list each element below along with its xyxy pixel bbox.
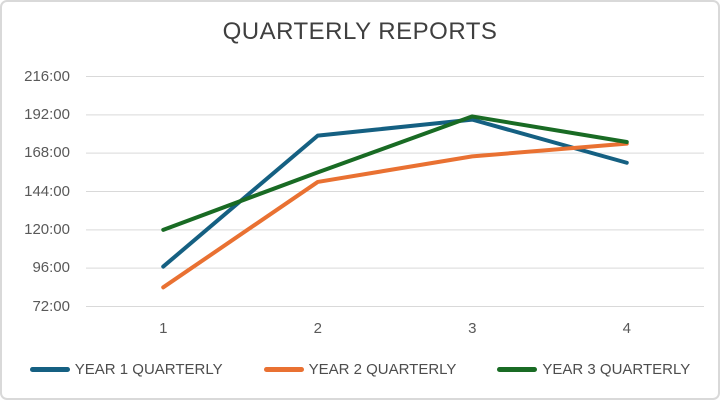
legend-label: YEAR 1 QUARTERLY <box>74 361 223 378</box>
series-line-year-3-quarterly <box>161 114 629 232</box>
y-tick-label: 144:00 <box>24 182 70 200</box>
legend-label: YEAR 3 QUARTERLY <box>542 361 691 378</box>
legend-label: YEAR 2 QUARTERLY <box>308 361 457 378</box>
y-tick-label: 120:00 <box>24 220 70 238</box>
y-tick-label: 192:00 <box>24 105 70 123</box>
y-tick-label: 96:00 <box>32 259 70 277</box>
chart-legend: YEAR 1 QUARTERLY YEAR 2 QUARTERLY YEAR 3 Q… <box>2 361 718 378</box>
legend-item-year-1-quarterly: YEAR 1 QUARTERLY <box>29 361 223 378</box>
legend-line-swatch <box>263 367 304 372</box>
x-tick-label: 3 <box>468 320 477 337</box>
x-tick-label: 2 <box>313 320 322 337</box>
legend-line-swatch <box>29 367 70 372</box>
series-line-year-1-quarterly <box>161 117 629 269</box>
x-tick-label: 4 <box>622 320 631 337</box>
legend-line-swatch <box>497 367 538 372</box>
y-tick-label: 216:00 <box>24 67 70 85</box>
x-tick-label: 1 <box>159 320 168 337</box>
chart-title: QUARTERLY REPORTS <box>222 18 498 45</box>
y-tick-label: 168:00 <box>24 144 70 162</box>
legend-item-year-3-quarterly: YEAR 3 QUARTERLY <box>497 361 690 378</box>
y-tick-label: 72:00 <box>32 297 70 315</box>
series-line-year-2-quarterly <box>161 141 629 290</box>
legend-item-year-2-quarterly: YEAR 2 QUARTERLY <box>263 361 457 378</box>
